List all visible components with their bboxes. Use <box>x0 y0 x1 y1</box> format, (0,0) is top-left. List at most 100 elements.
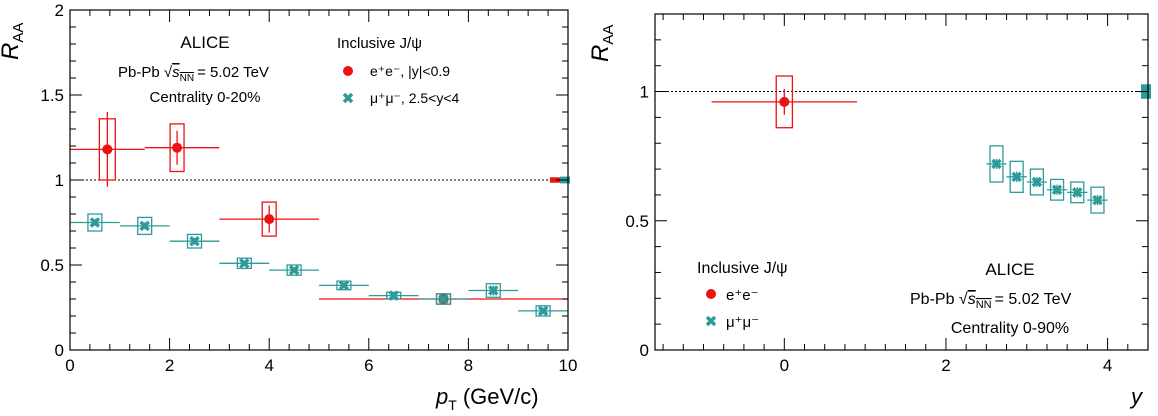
cross-stroke <box>239 258 250 269</box>
x-axis-title: pT (GeV/c) <box>435 384 539 413</box>
x-tick-label: 2 <box>941 356 950 375</box>
marker-cross <box>288 264 300 276</box>
legend-marker-cross <box>342 92 354 104</box>
cross-stroke <box>288 264 300 276</box>
x-tick-label: 8 <box>464 356 473 375</box>
data-point <box>269 264 319 276</box>
marker-circle <box>264 214 275 225</box>
marker-cross <box>89 217 101 228</box>
marker-cross <box>438 293 449 305</box>
legend-label: e⁺e⁻ <box>726 287 759 304</box>
axis-ticks: 0 0.5 1 1.5 2 0 2 4 6 8 10 <box>40 1 577 375</box>
centrality-label: Centrality 0-20% <box>150 89 261 106</box>
marker-circle <box>172 142 183 153</box>
cross-stroke <box>89 217 101 228</box>
y-tick-label: 1 <box>55 171 64 190</box>
data-point <box>119 216 170 236</box>
y-tick-label: 0 <box>640 341 649 360</box>
x-tick-label: 0 <box>780 356 789 375</box>
marker-cross <box>1072 187 1083 198</box>
collision-label: Pb-Pb √sNN = 5.02 TeV <box>910 291 1072 311</box>
data-point <box>986 145 1007 183</box>
cross-stroke <box>338 280 350 291</box>
x-axis-unit: (GeV/c) <box>463 384 539 409</box>
plot-frame <box>654 13 1149 351</box>
x-tick-label: 4 <box>264 356 273 375</box>
data-point <box>219 257 270 270</box>
data-point <box>169 233 220 249</box>
marker-cross <box>189 235 200 247</box>
marker-circle <box>102 144 113 155</box>
data-point <box>1006 160 1027 193</box>
collision-label: Pb-Pb √sNN = 5.02 TeV <box>118 64 269 84</box>
cross-stroke <box>1051 184 1063 195</box>
legend-item-muon: μ⁺μ⁻ <box>705 314 759 331</box>
y-tick-label: 1.5 <box>40 86 64 105</box>
cross-stroke <box>1031 176 1043 188</box>
marker-cross <box>1092 194 1103 206</box>
cross-stroke <box>1092 194 1103 206</box>
experiment-label: ALICE <box>180 33 229 52</box>
data-point <box>1067 181 1088 204</box>
x-axis-title: y <box>1129 384 1144 409</box>
data-point <box>1087 186 1108 214</box>
marker-circle <box>779 96 790 107</box>
legend-label: e⁺e⁻, |y|<0.9 <box>370 63 450 79</box>
y-tick-label: 1 <box>640 83 649 102</box>
legend-item-electron: e⁺e⁻ <box>706 287 759 304</box>
x-tick-label: 6 <box>364 356 373 375</box>
data-point <box>70 213 120 232</box>
data-point <box>468 283 519 298</box>
legend-title: Inclusive J/ψ <box>697 260 788 277</box>
legend-label: μ⁺μ⁻ <box>726 314 759 331</box>
data-point <box>219 201 319 237</box>
cross-stroke <box>139 220 150 232</box>
y-tick-label: 0.5 <box>40 256 64 275</box>
legend-item-muon: μ⁺μ⁻, 2.5<y<4 <box>342 90 460 106</box>
cross-stroke <box>1011 171 1022 183</box>
legend-label: μ⁺μ⁻, 2.5<y<4 <box>370 90 460 106</box>
data-point <box>518 305 568 317</box>
marker-cross <box>488 285 499 296</box>
marker-cross <box>139 220 150 232</box>
x-tick-label: 10 <box>559 356 578 375</box>
centrality-label: Centrality 0-90% <box>951 320 1069 337</box>
legend-marker-circle <box>706 289 716 299</box>
data-point <box>1046 178 1068 201</box>
y-axis-title: RAA <box>587 25 617 62</box>
data-point <box>144 123 220 173</box>
cross-stroke <box>388 290 399 301</box>
axis-ticks: 0 0.5 1 0 2 4 <box>625 13 1149 375</box>
y-tick-label: 0.5 <box>625 212 649 231</box>
data-point <box>319 280 369 291</box>
normalization-box <box>550 177 560 183</box>
cross-stroke <box>991 158 1002 170</box>
y-tick-label: 2 <box>55 1 64 20</box>
cross-stroke <box>488 285 499 296</box>
x-tick-label: 0 <box>65 356 74 375</box>
cross-stroke <box>537 305 549 317</box>
data-point <box>368 290 419 301</box>
legend-title: Inclusive J/ψ <box>337 35 422 52</box>
legend-item-electron: e⁺e⁻, |y|<0.9 <box>343 63 450 79</box>
data-point <box>711 75 858 129</box>
experiment-label: ALICE <box>985 260 1034 279</box>
raa-vs-y-panel: 0 0.5 1 0 2 4 RAA y ALICE Pb-Pb √sNN = 5.02 Te… <box>587 13 1151 409</box>
y-tick-label: 0 <box>55 341 64 360</box>
cross-stroke <box>1072 187 1083 198</box>
legend-marker-circle <box>343 66 353 76</box>
data-point <box>1026 168 1047 196</box>
marker-cross <box>239 258 250 269</box>
legend-marker-cross <box>705 315 717 327</box>
x-tick-label: 4 <box>1103 356 1112 375</box>
marker-cross <box>1051 184 1063 195</box>
marker-cross <box>388 290 399 301</box>
marker-cross <box>537 305 549 317</box>
marker-cross <box>991 158 1002 170</box>
x-tick-label: 2 <box>165 356 174 375</box>
data-marks <box>655 75 1151 214</box>
raa-vs-pt-panel: 0 0.5 1 1.5 2 0 2 4 6 8 10 RAA pT(GeV/c) ALICE Pb-… <box>0 1 577 413</box>
marker-cross <box>338 280 350 291</box>
data-point <box>418 293 469 305</box>
